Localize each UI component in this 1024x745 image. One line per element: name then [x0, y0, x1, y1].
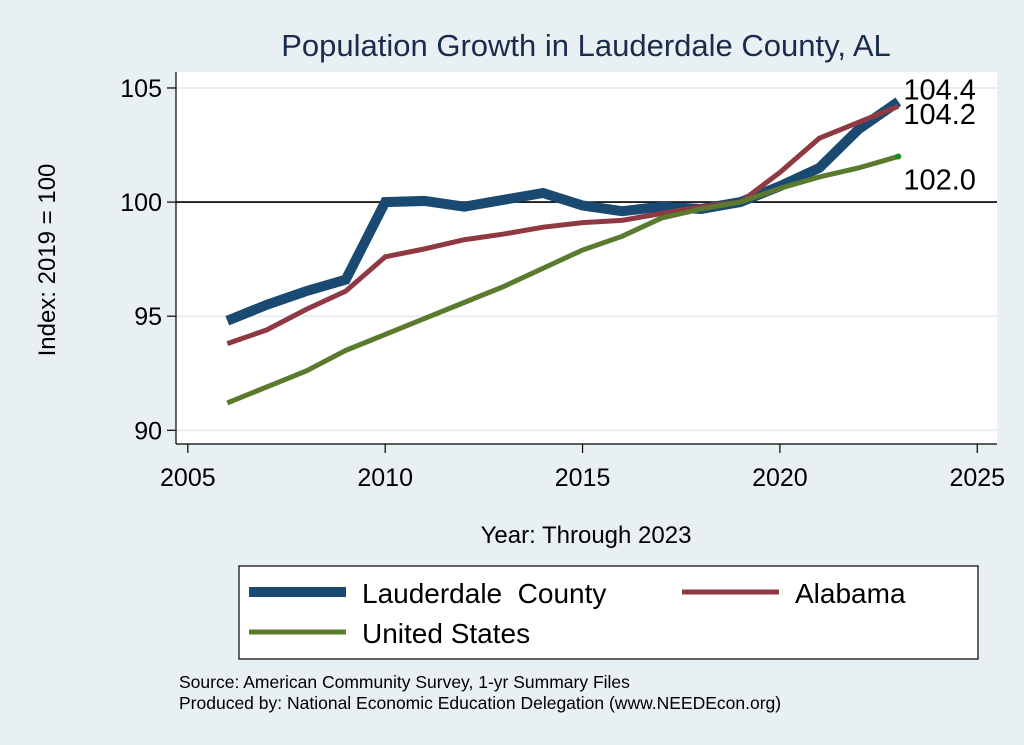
- x-tick-label: 2005: [160, 464, 216, 492]
- y-tick-label: 95: [134, 303, 162, 331]
- series-line-lauderdale-county: [225, 97, 902, 326]
- chart-title: Population Growth in Lauderdale County, …: [281, 28, 891, 63]
- end-label-alabama: 104.2: [903, 99, 976, 131]
- y-tick-label: 105: [120, 75, 162, 103]
- series-line-alabama: [226, 103, 900, 346]
- y-axis-title: Index: 2019 = 100: [34, 164, 61, 357]
- x-tick-label: 2020: [752, 464, 808, 492]
- legend: Lauderdale County Alabama United States: [238, 565, 979, 660]
- y-axis-ticks: 90 95 100 105: [120, 75, 176, 445]
- end-label-united-states: 102.0: [903, 164, 976, 196]
- y-tick-label: 100: [120, 189, 162, 217]
- series-line-united-states: [226, 154, 900, 406]
- x-tick-label: 2010: [357, 464, 413, 492]
- axes: [175, 72, 997, 445]
- x-tick-label: 2025: [949, 464, 1005, 492]
- endpoint-marker: [895, 153, 902, 160]
- legend-box: [238, 565, 979, 660]
- x-axis-title: Year: Through 2023: [481, 522, 692, 549]
- legend-label-lauderdale: Lauderdale County: [362, 578, 606, 609]
- legend-label-alabama: Alabama: [795, 578, 906, 609]
- end-label-lauderdale-county: 104.4: [903, 75, 976, 107]
- x-tick-label: 2015: [555, 464, 611, 492]
- plot-area: [176, 72, 997, 444]
- series-lines: [225, 97, 902, 406]
- y-tick-label: 90: [134, 417, 162, 445]
- legend-label-united-states: United States: [362, 618, 530, 649]
- producer-note: Produced by: National Economic Education…: [179, 693, 781, 713]
- x-axis-ticks: 2005 2010 2015 2020 2025: [160, 444, 1005, 492]
- source-note: Source: American Community Survey, 1-yr …: [179, 672, 630, 692]
